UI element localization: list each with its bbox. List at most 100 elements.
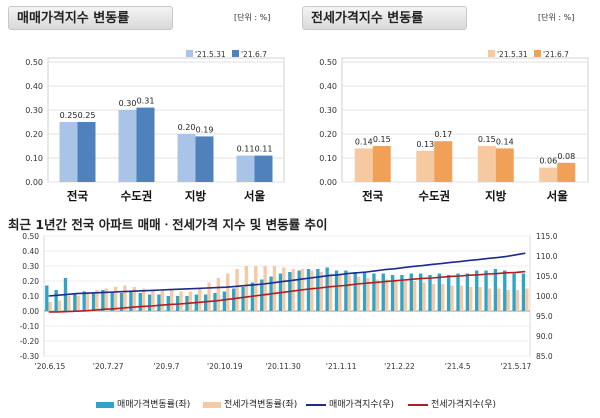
bar <box>356 276 361 311</box>
bar <box>456 273 460 311</box>
y-left-tick-label: 0.50 <box>22 232 39 241</box>
legend-label: '21.6.7 <box>543 50 569 59</box>
bar <box>437 273 442 311</box>
y-left-tick-label: 0.00 <box>22 307 39 316</box>
y-tick-label: 0.30 <box>25 106 43 115</box>
bar <box>506 290 510 311</box>
bar <box>151 290 155 311</box>
bar <box>319 272 323 311</box>
x-tick-label: '20.6.15 <box>35 362 66 371</box>
category-label: 서울 <box>547 189 569 203</box>
bar-value-label: 0.06 <box>539 157 557 166</box>
bar <box>85 293 90 311</box>
bar <box>557 162 576 182</box>
y-tick-label: 0.50 <box>319 58 337 67</box>
y-tick-label: 0.30 <box>319 106 337 115</box>
y-tick-label: 0.40 <box>25 82 43 91</box>
trend-legend: 매매가격변동률(좌) 전세가격변동률(좌) 매매가격지수(우) 전세가격지수(우… <box>0 393 600 413</box>
bar <box>198 288 202 311</box>
bar <box>347 275 351 311</box>
legend-swatch <box>186 50 193 57</box>
y-tick-label: 0.20 <box>25 130 43 139</box>
legend-swatch <box>488 50 495 57</box>
bar <box>390 275 395 311</box>
bar-value-label: 0.15 <box>478 135 496 144</box>
bar <box>497 288 501 311</box>
y-left-tick-label: -0.30 <box>20 352 40 361</box>
bar-value-label: 0.25 <box>78 111 96 120</box>
bar <box>495 148 514 182</box>
bar <box>82 291 86 311</box>
bar <box>235 269 239 311</box>
bar-value-label: 0.08 <box>557 152 575 161</box>
bar <box>328 273 333 311</box>
bar <box>366 278 370 311</box>
legend-jeonse-rate-swatch <box>203 401 221 408</box>
y-tick-label: 0.20 <box>319 130 337 139</box>
y-right-tick-label: 115.0 <box>536 232 558 241</box>
bar <box>400 275 404 311</box>
bar <box>118 110 137 182</box>
category-label: 서울 <box>244 189 266 203</box>
y-left-tick-label: 0.30 <box>22 262 39 271</box>
bar <box>521 273 526 311</box>
y-right-tick-label: 100.0 <box>536 292 558 301</box>
bar <box>450 285 454 311</box>
y-left-tick-label: -0.10 <box>20 322 40 331</box>
legend-sale-index-label: 매매가격지수(우) <box>329 400 394 410</box>
bar <box>477 146 496 182</box>
sale-price-panel: 매매가격지수 변동률 [단위 : %] 0.00 0.10 0.20 0.30 0.40… <box>8 6 288 206</box>
index-line <box>48 252 526 297</box>
x-tick-label: '20.9.7 <box>154 362 180 371</box>
bar <box>310 270 314 311</box>
bar-value-label: 0.15 <box>373 135 391 144</box>
bar <box>216 278 221 311</box>
bar <box>375 279 379 311</box>
bar <box>334 270 339 311</box>
bar <box>434 141 453 182</box>
bar <box>254 155 273 182</box>
y-tick-label: 0.00 <box>25 178 43 187</box>
bar <box>222 291 227 311</box>
sale-price-chart: 0.00 0.10 0.20 0.30 0.40 0.50 '21.5.31 '21.6.7 0… <box>25 50 285 203</box>
x-tick-label: '20.7.27 <box>93 362 124 371</box>
bar <box>469 287 473 311</box>
bar <box>138 293 142 311</box>
bar <box>59 122 78 182</box>
y-right-tick-label: 105.0 <box>536 272 558 281</box>
legend-label: '21.5.31 <box>497 50 528 59</box>
trend-chart-title: 최근 1년간 전국 아파트 매매ㆍ전세가격 지수 및 변동률 추이 <box>8 217 328 232</box>
bar <box>77 122 96 182</box>
bar <box>316 269 320 311</box>
jeonse-price-chart: 0.00 0.10 0.20 0.30 0.40 0.50 '21.5.31 '21.6.7 0… <box>319 50 589 203</box>
bar <box>354 148 373 182</box>
category-label: 전국 <box>67 189 89 203</box>
legend-label: '21.6.7 <box>241 50 267 59</box>
bar-value-label: 0.11 <box>255 145 273 154</box>
index-line <box>48 270 526 313</box>
bar <box>282 267 286 311</box>
bar <box>263 266 267 311</box>
bar <box>422 282 426 311</box>
jeonse-chart-unit: [단위 : %] <box>538 13 575 22</box>
y-tick-label: 0.10 <box>25 154 43 163</box>
bar <box>169 290 174 311</box>
bar-value-label: 0.17 <box>434 130 452 139</box>
bar-value-label: 0.31 <box>137 97 155 106</box>
legend-jeonse-rate: 전세가격변동률(좌) <box>203 397 297 410</box>
bar <box>147 294 152 311</box>
bar-value-label: 0.20 <box>178 123 196 132</box>
bar <box>119 293 124 311</box>
bar <box>515 290 520 311</box>
legend-jeonse-index: 전세가격지수(우) <box>408 397 496 410</box>
bar <box>160 290 165 311</box>
trend-chart: -0.30 -0.20 -0.10 0.00 0.10 0.20 0.30 0.40 0.50 8… <box>20 232 558 371</box>
bar <box>123 285 127 311</box>
y-left-tick-label: -0.20 <box>20 337 40 346</box>
y-left-tick-label: 0.10 <box>22 292 39 301</box>
bar <box>73 293 77 311</box>
x-tick-label: '21.1.11 <box>326 362 357 371</box>
y-right-tick-label: 85.0 <box>536 352 553 361</box>
y-right-tick-label: 95.0 <box>536 312 553 321</box>
bar <box>353 272 357 311</box>
